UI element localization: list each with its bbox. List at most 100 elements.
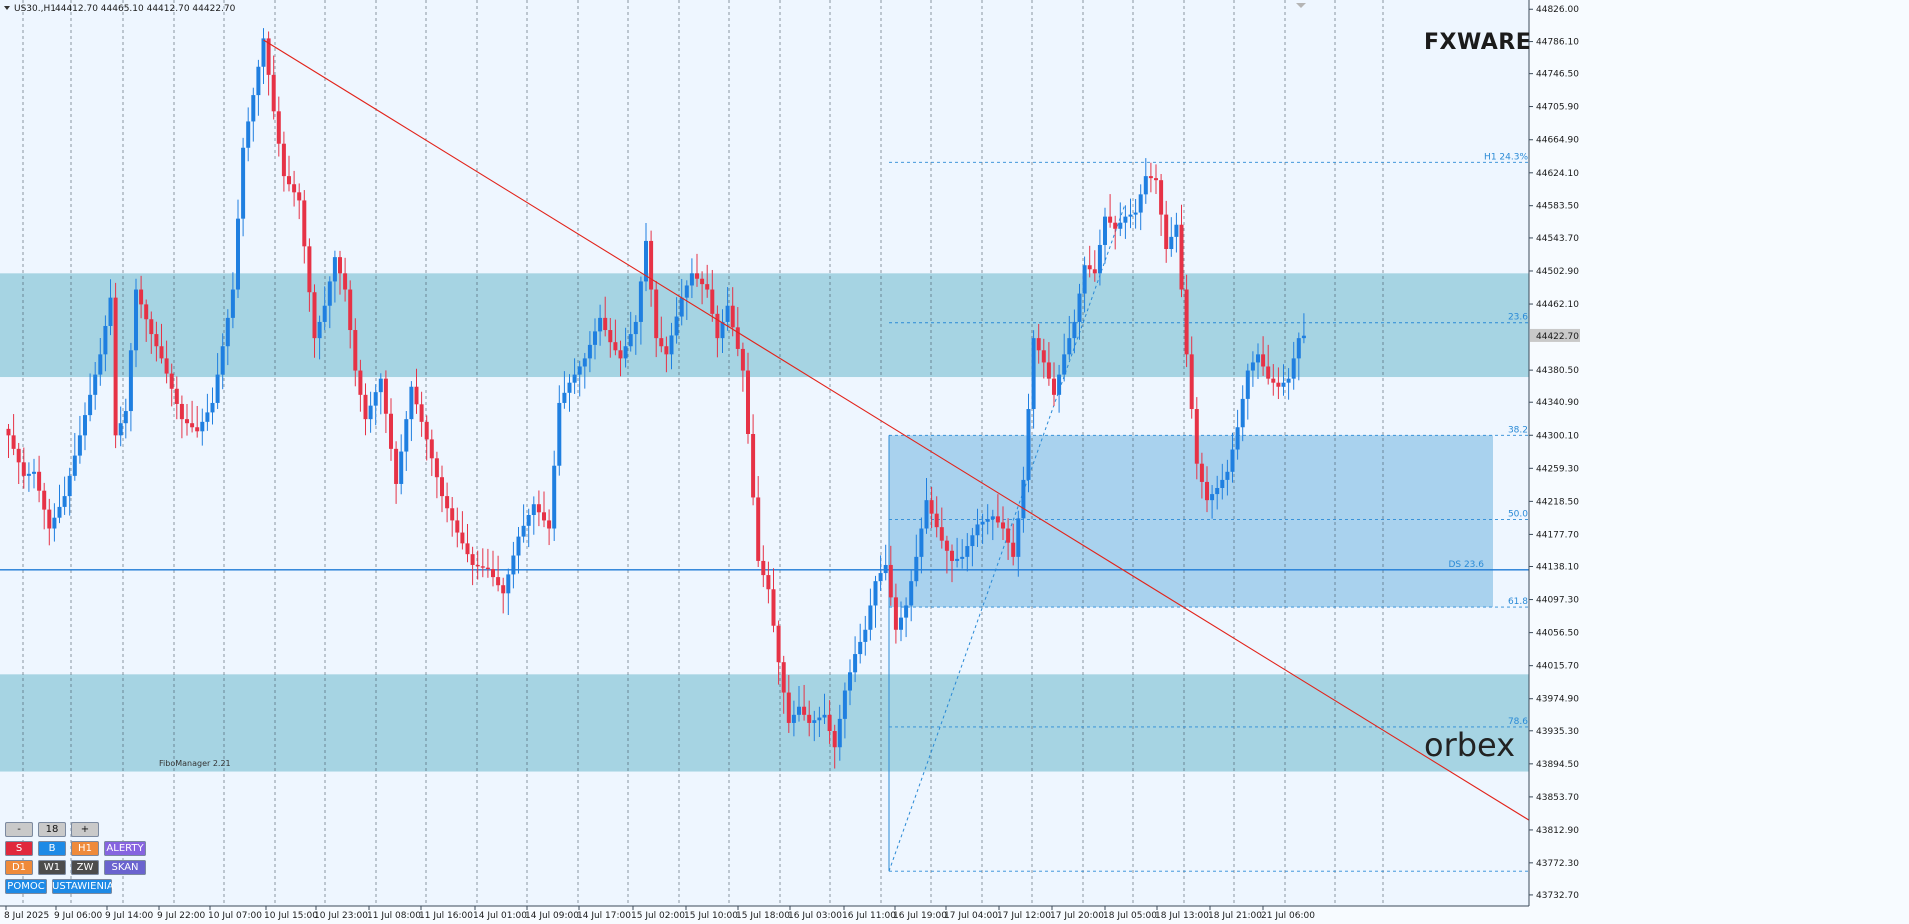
bull-candle-body (1301, 335, 1306, 339)
bull-candle-body (812, 720, 817, 723)
candle (618, 340, 623, 377)
current-price-label: 44422.70 (1536, 332, 1579, 342)
fib-level-label-0: H1 24.3% (1484, 152, 1528, 162)
bear-candle-body (659, 338, 664, 347)
candle (383, 370, 388, 434)
bear-candle-body (715, 313, 720, 339)
time-tick-label: 15 Jul 10:00 (684, 911, 738, 921)
candle (139, 275, 144, 319)
buy-button[interactable]: B (38, 841, 66, 856)
candle (1205, 466, 1209, 513)
bear-candle-body (1261, 354, 1266, 367)
candle (995, 494, 1000, 528)
price-tick-label: 43772.30 (1536, 859, 1579, 869)
bull-candle-body (399, 451, 404, 484)
price-tick-label: 44462.10 (1536, 300, 1579, 310)
candle (904, 597, 909, 638)
candle (72, 433, 77, 481)
candle (491, 550, 495, 587)
candle (373, 384, 378, 426)
candle (909, 569, 914, 622)
candle (465, 523, 470, 563)
alerts-button[interactable]: ALERTY (104, 841, 146, 856)
candle (1266, 344, 1271, 385)
bull-candle-body (26, 473, 31, 476)
candle (781, 655, 786, 714)
candle (710, 269, 715, 322)
timeframe-h1-button[interactable]: H1 (71, 841, 99, 856)
fib-level-label-5: 61.8 (1508, 597, 1528, 607)
bull-candle-body (572, 374, 577, 383)
time-tick-label: 11 Jul 16:00 (419, 911, 473, 921)
bull-candle-body (134, 289, 138, 351)
candle (934, 496, 939, 538)
time-tick-label: 9 Jul 22:00 (157, 911, 206, 921)
candle (1199, 452, 1204, 499)
candle (1245, 363, 1250, 420)
bear-candle-body (1205, 481, 1209, 501)
sell-button[interactable]: S (5, 841, 33, 856)
candle (1133, 199, 1138, 229)
candle (613, 319, 618, 356)
trendline (263, 39, 1530, 821)
candle (572, 358, 577, 394)
time-tick-label: 17 Jul 12:00 (997, 911, 1051, 921)
candle (827, 700, 832, 744)
candle (338, 250, 342, 295)
bear-candle-body (353, 330, 358, 371)
bear-candle-body (501, 585, 506, 594)
bull-candle-body (373, 392, 378, 406)
candle (582, 352, 587, 389)
candle (985, 504, 990, 535)
bear-candle-body (893, 597, 898, 630)
candle (1077, 283, 1082, 340)
bear-candle-body (781, 662, 786, 693)
bull-candle-body (1082, 265, 1087, 294)
chevron-down-icon[interactable] (4, 6, 10, 10)
minus-button[interactable]: - (5, 822, 33, 837)
bull-candle-body (378, 378, 383, 393)
candle (516, 527, 521, 574)
fib-level-label-3: 50.0 (1508, 510, 1528, 520)
value-field[interactable]: 18 (38, 822, 66, 837)
candle (154, 321, 159, 362)
candle (47, 498, 52, 546)
timeframe-d1-button[interactable]: D1 (5, 860, 33, 875)
fib-diagonal (888, 204, 1126, 872)
bull-candle-body (108, 297, 113, 326)
plus-button[interactable]: + (71, 822, 99, 837)
scan-button[interactable]: SKAN (104, 860, 146, 875)
candle (822, 693, 827, 725)
candle (1189, 336, 1194, 419)
candle (108, 279, 113, 336)
candle (674, 297, 679, 344)
bull-candle-body (1235, 427, 1240, 450)
bull-candle-body (909, 581, 914, 606)
bear-candle-body (394, 448, 399, 484)
zw-button[interactable]: ZW (71, 860, 99, 875)
candle (1215, 475, 1220, 510)
bear-candle-body (1164, 214, 1169, 250)
time-tick-label: 16 Jul 11:00 (842, 911, 896, 921)
bull-candle-body (1123, 216, 1128, 223)
settings-button[interactable]: USTAWIENIA (52, 879, 114, 894)
candle (725, 287, 730, 331)
bull-candle-body (817, 717, 822, 721)
bear-candle-body (440, 477, 444, 497)
help-button[interactable]: POMOC (5, 879, 47, 894)
candle (261, 28, 266, 85)
bull-candle-body (1250, 362, 1255, 371)
bull-candle-body (261, 38, 266, 67)
bear-candle-body (1006, 528, 1011, 543)
candle (1296, 332, 1301, 381)
candle (26, 462, 31, 492)
candle (858, 623, 863, 664)
candle (664, 336, 669, 373)
timeframe-w1-button[interactable]: W1 (38, 860, 66, 875)
candle (740, 342, 745, 392)
bear-candle-body (445, 496, 450, 509)
bull-candle-body (1240, 398, 1245, 428)
candle (1179, 204, 1184, 298)
candle (791, 700, 796, 737)
